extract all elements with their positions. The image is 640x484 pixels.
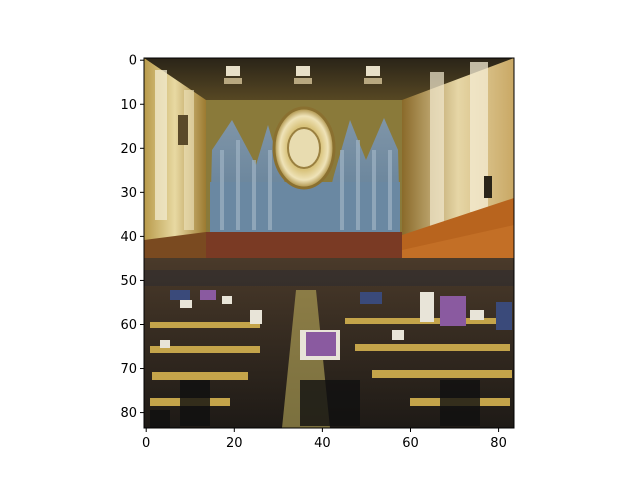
x-tick-label: 40 xyxy=(314,436,331,451)
x-tick-label: 80 xyxy=(490,436,507,451)
x-axis: 0 20 40 60 80 xyxy=(142,428,507,451)
image-canvas xyxy=(144,58,514,428)
y-tick-label: 0 xyxy=(129,54,137,69)
axes-frame xyxy=(143,57,515,429)
y-tick-label: 20 xyxy=(120,142,137,157)
y-tick-label: 50 xyxy=(120,274,137,289)
y-tick-label: 40 xyxy=(120,230,137,245)
y-axis: 0 10 20 30 40 50 60 70 80 xyxy=(120,54,144,421)
y-tick-label: 30 xyxy=(120,186,137,201)
y-tick-label: 60 xyxy=(120,318,137,333)
y-tick-label: 80 xyxy=(120,406,137,421)
y-tick-label: 10 xyxy=(120,98,137,113)
x-tick-label: 60 xyxy=(402,436,419,451)
x-tick-label: 20 xyxy=(226,436,243,451)
x-tick-label: 0 xyxy=(142,436,150,451)
y-tick-label: 70 xyxy=(120,362,137,377)
